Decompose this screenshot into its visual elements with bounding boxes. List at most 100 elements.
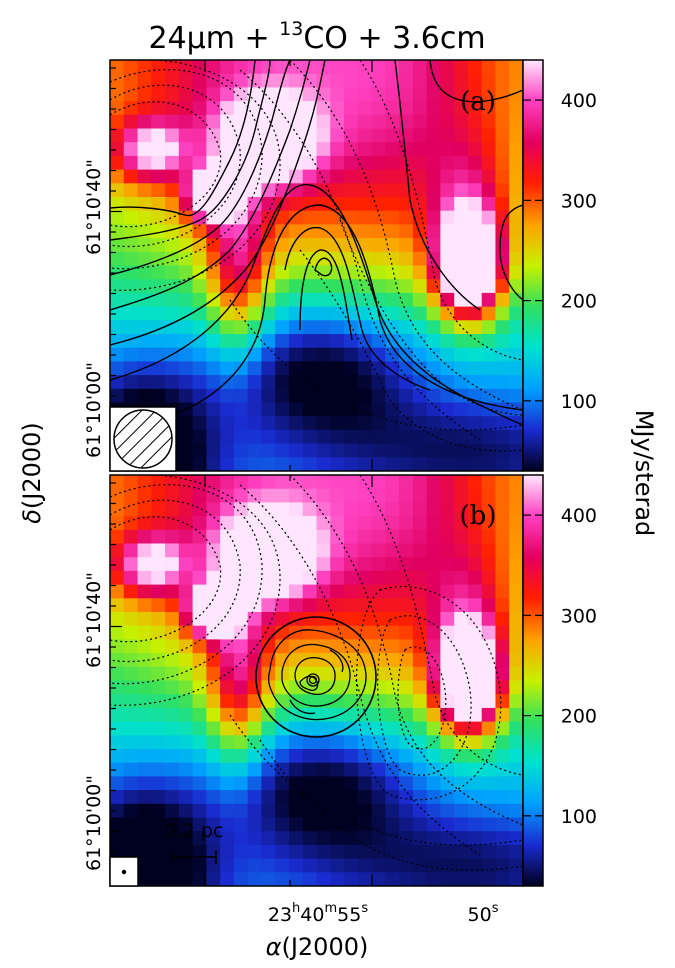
heatmap-pixel: [110, 598, 125, 613]
heatmap-pixel: [288, 598, 304, 613]
heatmap-pixel: [412, 416, 428, 431]
heatmap-pixel: [481, 557, 497, 572]
heatmap-pixel: [454, 142, 469, 157]
heatmap-pixel: [261, 790, 276, 805]
heatmap-pixel: [288, 653, 304, 668]
heatmap-pixel: [426, 858, 441, 873]
heatmap-pixel: [344, 429, 359, 445]
heatmap-pixel: [357, 457, 373, 471]
heatmap-pixel: [467, 320, 483, 335]
heatmap-pixel: [467, 516, 483, 531]
heatmap-pixel: [357, 844, 373, 860]
heatmap-pixel: [440, 735, 455, 750]
heatmap-pixel: [220, 844, 235, 860]
heatmap-pixel: [302, 347, 318, 362]
heatmap-pixel: [110, 803, 125, 819]
heatmap-pixel: [330, 73, 345, 88]
heatmap-pixel: [137, 817, 152, 832]
heatmap-pixel: [261, 872, 276, 886]
heatmap-pixel: [440, 598, 455, 613]
heatmap-pixel: [123, 570, 139, 586]
heatmap-pixel: [316, 279, 331, 294]
heatmap-pixel: [302, 375, 318, 390]
heatmap-pixel: [481, 570, 497, 586]
heatmap-pixel: [151, 502, 166, 517]
heatmap-pixel: [151, 306, 166, 321]
heatmap-pixel: [302, 334, 318, 349]
heatmap-pixel: [412, 817, 428, 832]
heatmap-pixel: [233, 388, 249, 404]
heatmap-pixel: [123, 502, 139, 517]
heatmap-pixel: [399, 844, 414, 860]
heatmap-pixel: [399, 73, 414, 88]
heatmap-pixel: [110, 625, 125, 640]
heatmap-pixel: [165, 388, 180, 404]
heatmap-pixel: [371, 721, 386, 736]
heatmap-pixel: [206, 475, 221, 490]
heatmap-pixel: [440, 361, 455, 376]
heatmap-pixel: [137, 197, 152, 212]
heatmap-pixel: [357, 831, 373, 846]
heatmap-pixel: [330, 488, 345, 503]
heatmap-pixel: [165, 292, 180, 308]
heatmap-pixel: [454, 87, 469, 102]
heatmap-pixel: [165, 502, 180, 517]
heatmap-pixel: [399, 762, 414, 777]
heatmap-pixel: [509, 529, 523, 545]
heatmap-pixel: [261, 844, 276, 860]
heatmap-pixel: [192, 625, 207, 640]
heatmap-pixel: [151, 749, 166, 764]
heatmap-pixel: [123, 210, 139, 225]
heatmap-pixel: [165, 790, 180, 805]
heatmap-pixel: [206, 721, 221, 736]
heatmap-pixel: [288, 306, 304, 321]
heatmap-pixel: [123, 653, 139, 668]
heatmap-pixel: [440, 831, 455, 846]
heatmap-pixel: [495, 721, 510, 736]
heatmap-pixel: [399, 416, 414, 431]
heatmap-pixel: [123, 612, 139, 627]
heatmap-pixel: [357, 60, 373, 75]
heatmap-pixel: [412, 666, 428, 682]
heatmap-pixel: [371, 762, 386, 777]
heatmap-pixel: [288, 831, 304, 846]
heatmap-pixel: [220, 60, 235, 75]
heatmap-pixel: [220, 502, 235, 517]
heatmap-pixel: [137, 169, 152, 184]
heatmap-pixel: [233, 666, 249, 682]
heatmap-pixel: [481, 776, 497, 791]
heatmap-pixel: [399, 128, 414, 143]
heatmap-pixel: [288, 803, 304, 819]
heatmap-pixel: [178, 557, 194, 572]
heatmap-pixel: [467, 529, 483, 545]
heatmap-pixel: [426, 776, 441, 791]
heatmap-pixel: [233, 707, 249, 723]
heatmap-pixel: [247, 817, 263, 832]
heatmap-pixel: [247, 872, 263, 886]
heatmap-pixel: [178, 707, 194, 723]
heatmap-pixel: [192, 375, 207, 390]
heatmap-pixel: [467, 114, 483, 130]
heatmap-pixel: [165, 543, 180, 558]
heatmap-pixel: [412, 292, 428, 308]
heatmap-pixel: [151, 155, 166, 171]
heatmap-pixel: [399, 653, 414, 668]
heatmap-pixel: [288, 73, 304, 88]
heatmap-pixel: [220, 831, 235, 846]
heatmap-pixel: [509, 488, 523, 503]
heatmap-pixel: [357, 388, 373, 404]
heatmap-pixel: [509, 375, 523, 390]
heatmap-pixel: [233, 361, 249, 376]
heatmap-pixel: [288, 320, 304, 335]
heatmap-pixel: [316, 666, 331, 682]
heatmap-pixel: [288, 429, 304, 445]
heatmap-pixel: [481, 653, 497, 668]
heatmap-pixel: [178, 598, 194, 613]
heatmap-pixel: [192, 543, 207, 558]
heatmap-pixel: [509, 306, 523, 321]
heatmap-pixel: [178, 817, 194, 832]
heatmap-pixel: [495, 114, 510, 130]
heatmap-pixel: [220, 443, 235, 458]
heatmap-pixel: [454, 584, 469, 599]
heatmap-pixel: [165, 334, 180, 349]
